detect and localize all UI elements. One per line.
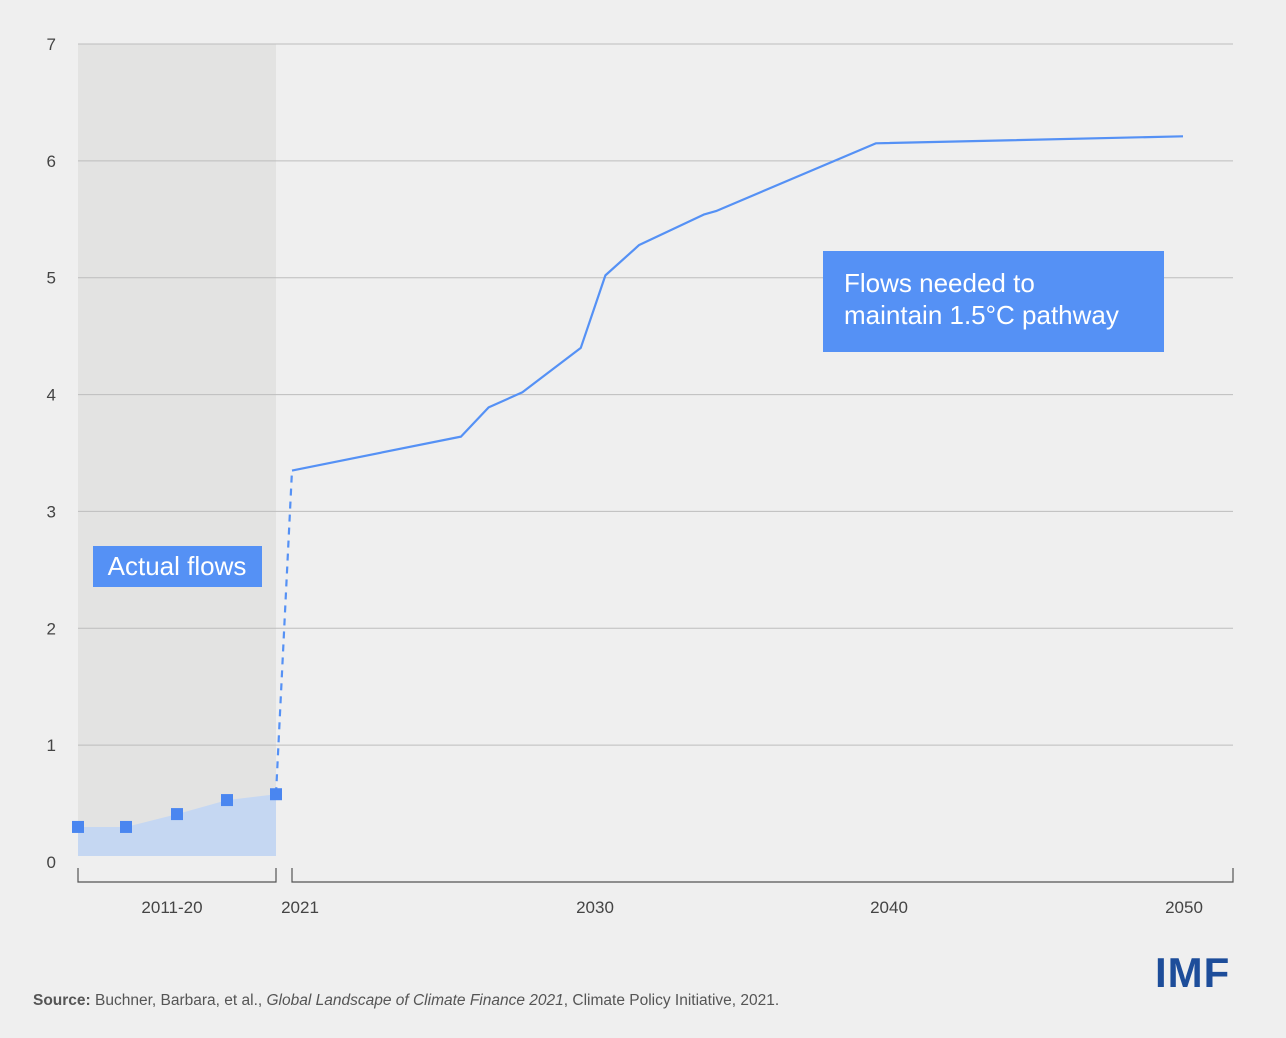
y-tick-label: 3 <box>47 502 56 521</box>
y-tick-label: 4 <box>47 386 56 405</box>
source-title: Global Landscape of Climate Finance 2021 <box>266 992 564 1009</box>
x-axis-tick-labels: 2011-20 2021 2030 2040 2050 <box>141 898 1202 917</box>
x-tick-label: 2011-20 <box>141 898 202 917</box>
actual-flow-marker-4 <box>221 794 233 807</box>
actual-flows-label: Actual flows <box>108 551 247 581</box>
actual-flows-area-layer <box>78 794 276 856</box>
source-rest: , Climate Policy Initiative, 2021. <box>563 992 780 1009</box>
needed-flows-label-line-2: maintain 1.5°C pathway <box>844 300 1119 330</box>
x-axis <box>77 868 1234 883</box>
needed-flows-line <box>291 135 1184 472</box>
y-tick-label: 6 <box>47 152 56 171</box>
y-tick-label: 0 <box>47 853 56 872</box>
historical-shade-layer <box>78 44 276 856</box>
actual-flows-area <box>78 794 276 856</box>
x-tick-label: 2030 <box>576 898 614 917</box>
x-axis-bracket-projection <box>291 868 1234 883</box>
imf-logo: IMF <box>1155 949 1231 996</box>
y-tick-label: 1 <box>47 736 56 755</box>
x-tick-label: 2050 <box>1165 898 1203 917</box>
x-axis-bracket-historical <box>77 868 277 883</box>
y-tick-label: 2 <box>47 619 56 638</box>
gridlines <box>78 43 1233 746</box>
x-tick-label: 2021 <box>281 898 319 917</box>
y-tick-label: 7 <box>47 35 56 54</box>
source-note: Source: Buchner, Barbara, et al., Global… <box>33 992 779 1010</box>
transition-dashed-line <box>274 470 294 795</box>
actual-flows-label-box <box>93 546 262 587</box>
actual-flow-marker-3 <box>171 808 183 821</box>
needed-flows-line-layer <box>274 135 1184 795</box>
actual-flow-marker-1 <box>72 820 84 833</box>
actual-flow-marker-5 <box>270 788 282 801</box>
x-tick-label: 2040 <box>870 898 908 917</box>
source-label: Source: <box>33 992 91 1009</box>
historical-period-shade <box>78 44 276 856</box>
needed-flows-label-box <box>823 251 1164 352</box>
actual-flow-marker-2 <box>120 820 132 833</box>
actual-flows-markers <box>72 788 282 833</box>
y-tick-label: 5 <box>47 269 56 288</box>
y-axis-tick-labels: 0 1 2 3 4 5 6 7 <box>47 35 56 872</box>
needed-flows-label-line-1: Flows needed to <box>844 268 1035 298</box>
chart: 0 1 2 3 4 5 6 7 2011-20 2021 2030 2040 2050 Actual … <box>47 35 1234 917</box>
source-authors: Buchner, Barbara, et al., <box>90 992 267 1009</box>
